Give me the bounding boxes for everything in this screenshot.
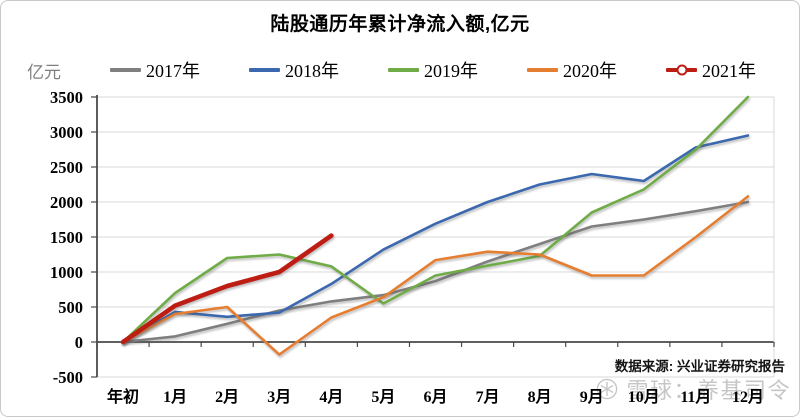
watermark-text: 雪球：养基司令 xyxy=(626,378,791,403)
y-axis-label: 0 xyxy=(75,333,83,352)
legend-item-label: 2018年 xyxy=(285,61,339,81)
x-axis-label: 5月 xyxy=(371,388,395,406)
y-axis-label: 2500 xyxy=(50,158,83,177)
legend: 亿元 2017年 2018年 2019年 2020年 2021年 xyxy=(27,57,756,83)
x-axis-label: 6月 xyxy=(423,388,447,406)
x-axis-label: 12月 xyxy=(732,388,764,406)
legend-item-label: 2020年 xyxy=(563,61,617,81)
y-axis-label: 1000 xyxy=(50,263,83,282)
chart-title: 陆股通历年累计净流入额,亿元 xyxy=(270,14,530,35)
x-axis-label: 11月 xyxy=(680,388,711,406)
legend-item-2018: 2018年 xyxy=(249,57,339,83)
legend-item-2019: 2019年 xyxy=(388,57,478,83)
watermark: 雪球：养基司令 xyxy=(595,373,791,405)
legend-item-2017: 2017年 xyxy=(110,57,200,83)
legend-item-label: 2017年 xyxy=(146,61,200,81)
x-axis-label: 1月 xyxy=(163,388,187,406)
series-line-2017 xyxy=(121,200,750,344)
x-axis-label: 年初 xyxy=(107,387,139,406)
source-note: 数据来源: 兴业证券研究报告 xyxy=(614,359,785,374)
y-axis-label: 500 xyxy=(58,298,83,317)
y-axis-label: 2000 xyxy=(50,193,83,212)
x-axis-label: 3月 xyxy=(267,388,291,406)
x-axis-label: 7月 xyxy=(476,388,500,406)
xueqiu-snowflake-logo-icon xyxy=(597,378,618,400)
y-axis-label: 1500 xyxy=(50,228,83,247)
legend-swatch xyxy=(666,64,697,76)
legend-swatch xyxy=(249,68,280,72)
series-line-2019 xyxy=(121,95,750,344)
legend-item-label: 2021年 xyxy=(702,61,756,81)
x-axis-label: 2月 xyxy=(215,388,239,406)
series-line-2020 xyxy=(121,195,750,356)
y-axis-label: 3500 xyxy=(50,88,83,107)
x-axis-label: 8月 xyxy=(528,388,552,406)
legend-swatch xyxy=(527,68,558,72)
legend-item-label: 2019年 xyxy=(424,61,478,81)
y-axis-label: 3000 xyxy=(50,123,83,142)
y-axis-unit-label: 亿元 xyxy=(27,62,61,82)
series-line-2018 xyxy=(121,134,750,344)
legend-marker-dot xyxy=(676,64,687,76)
x-axis-label: 10月 xyxy=(628,388,660,406)
series-line-2021 xyxy=(120,233,334,345)
legend-item-2020: 2020年 xyxy=(527,57,617,83)
legend-item-2021: 2021年 xyxy=(666,57,756,83)
x-axis-label: 9月 xyxy=(580,388,604,406)
legend-swatch xyxy=(388,68,419,72)
x-axis-label: 4月 xyxy=(319,388,343,406)
legend-swatch xyxy=(110,68,141,72)
y-axis-label: -500 xyxy=(53,368,83,387)
